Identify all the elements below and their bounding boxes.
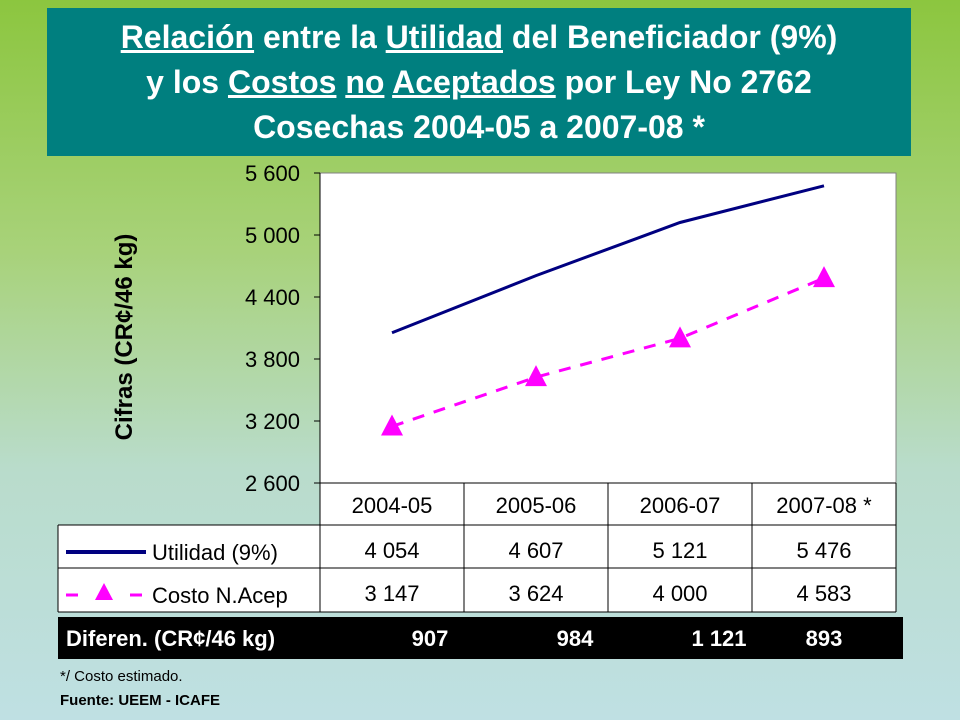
chart-title: Relación entre la Utilidad del Beneficia… — [47, 8, 911, 156]
difference-label: Diferen. (CR¢/46 kg) — [66, 626, 276, 651]
footnote: */ Costo estimado. — [60, 668, 183, 685]
y-axis-label: Cifras (CR¢/46 kg) — [111, 234, 138, 441]
difference-bar: Diferen. (CR¢/46 kg) 907 984 1 121 893 — [58, 617, 903, 659]
legend-key-marker — [95, 583, 113, 600]
series-line-1 — [391, 184, 825, 335]
y-tick-label: 2 600 — [245, 471, 300, 496]
data-point-marker — [669, 326, 691, 348]
data-point-marker — [381, 414, 403, 436]
x-category-label: 2004-05 — [352, 493, 433, 518]
y-tick-label: 3 200 — [245, 409, 300, 434]
y-tick-label: 3 800 — [245, 347, 300, 372]
x-category-label: 2007-08 * — [776, 493, 872, 518]
difference-value: 1 121 — [691, 626, 747, 651]
plot-area — [319, 172, 897, 484]
title-line-1: Relación entre la Utilidad del Beneficia… — [120, 18, 838, 55]
difference-value: 907 — [411, 626, 449, 651]
data-value-label: 4 000 — [652, 581, 707, 606]
legend-label: Utilidad (9%) — [152, 540, 278, 565]
y-tick-label: 5 600 — [245, 161, 300, 186]
series-line-2 — [391, 276, 825, 428]
y-tick-label: 4 400 — [245, 285, 300, 310]
data-value-label: 5 121 — [652, 538, 707, 563]
y-tick-label: 5 000 — [245, 223, 300, 248]
data-value-label: 4 583 — [796, 581, 851, 606]
data-value-label: 3 624 — [508, 581, 563, 606]
x-category-label: 2006-07 — [640, 493, 721, 518]
data-value-label: 3 147 — [364, 581, 419, 606]
difference-value: 893 — [805, 626, 843, 651]
title-line-2: y los Costos no Aceptados por Ley No 276… — [146, 63, 812, 100]
data-point-marker — [525, 365, 547, 387]
difference-value: 984 — [556, 626, 594, 651]
legend-label: Costo N.Acep — [152, 583, 288, 608]
data-value-label: 4 607 — [508, 538, 563, 563]
data-value-label: 4 054 — [364, 538, 419, 563]
x-category-label: 2005-06 — [496, 493, 577, 518]
data-point-marker — [813, 266, 835, 288]
title-line-3: Cosechas 2004-05 a 2007-08 * — [253, 108, 705, 145]
data-value-label: 5 476 — [796, 538, 851, 563]
source-note: Fuente: UEEM - ICAFE — [60, 692, 220, 709]
